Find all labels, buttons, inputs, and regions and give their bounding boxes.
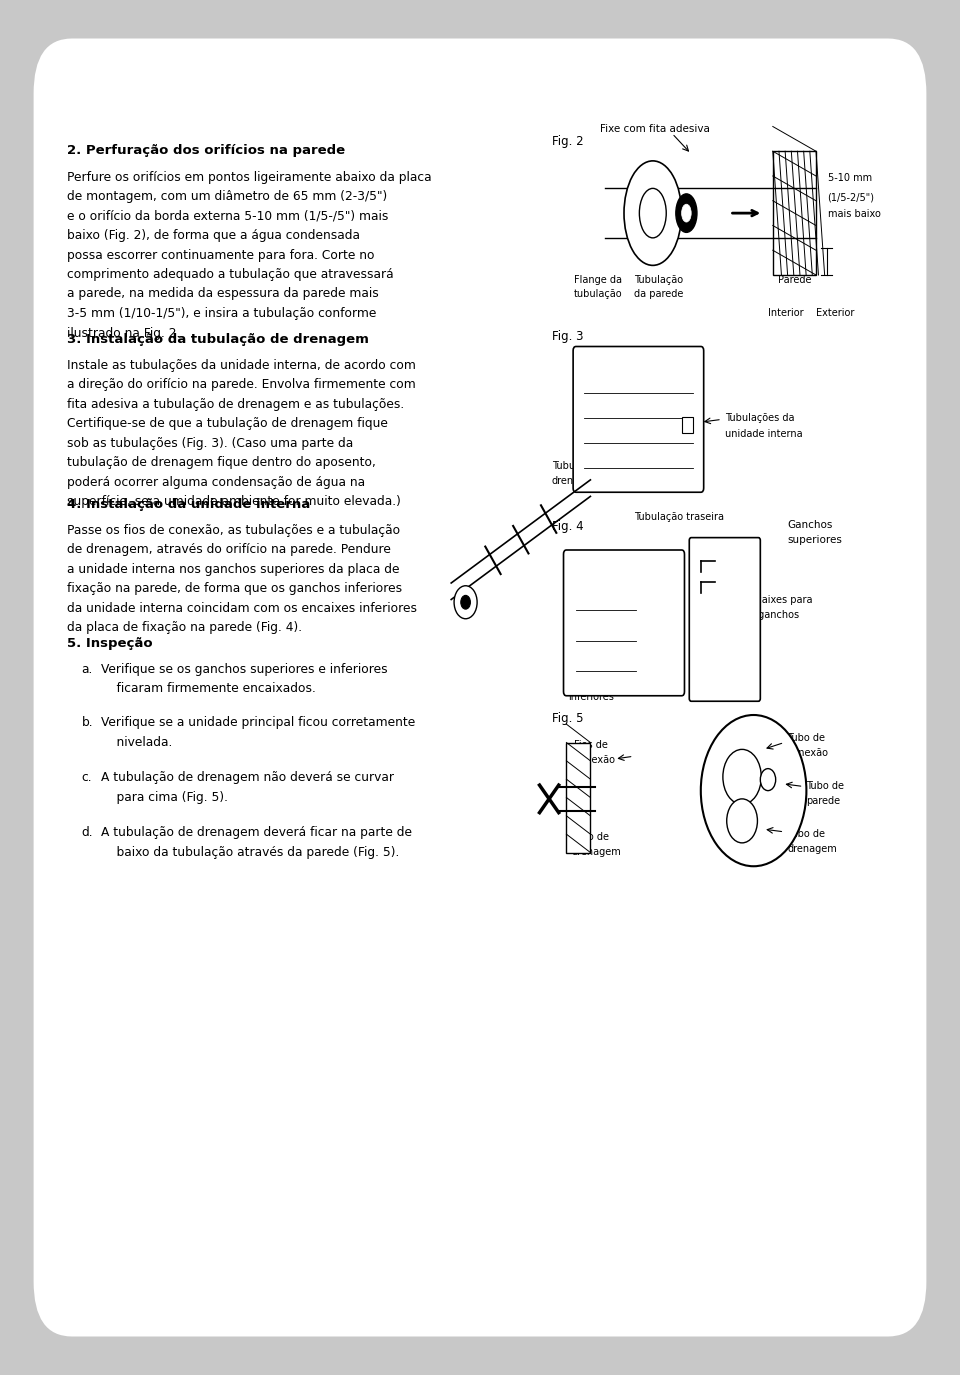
- Text: inferiores: inferiores: [568, 692, 614, 701]
- Circle shape: [760, 769, 776, 791]
- Circle shape: [454, 586, 477, 619]
- Text: Verifique se os ganchos superiores e inferiores
    ficaram firmemente encaixado: Verifique se os ganchos superiores e inf…: [101, 663, 388, 696]
- Text: drenagem: drenagem: [571, 847, 621, 857]
- Text: Perfure os orifícios em pontos ligeiramente abaixo da placa
de montagem, com um : Perfure os orifícios em pontos ligeirame…: [67, 170, 432, 340]
- Text: drenagem: drenagem: [552, 476, 602, 485]
- Text: Tubo de: Tubo de: [787, 733, 826, 742]
- Text: tubulação: tubulação: [574, 289, 623, 298]
- Text: c.: c.: [82, 771, 92, 784]
- Text: Encaixes para: Encaixes para: [744, 595, 812, 605]
- Text: Fig. 5: Fig. 5: [552, 712, 584, 725]
- FancyBboxPatch shape: [573, 346, 704, 492]
- Circle shape: [727, 799, 757, 843]
- Text: d.: d.: [82, 826, 93, 839]
- FancyBboxPatch shape: [689, 538, 760, 701]
- Text: Instale as tubulações da unidade interna, de acordo com
a direção do orifício na: Instale as tubulações da unidade interna…: [67, 359, 416, 509]
- Bar: [773, 151, 816, 275]
- Text: Parede: Parede: [778, 275, 811, 285]
- Text: Fios de: Fios de: [574, 740, 608, 749]
- Text: A tubulação de drenagem deverá ficar na parte de
    baixo da tubulação através : A tubulação de drenagem deverá ficar na …: [101, 826, 412, 859]
- Text: 5-10 mm: 5-10 mm: [828, 173, 872, 183]
- Text: da parede: da parede: [634, 289, 683, 298]
- Text: a.: a.: [82, 663, 93, 675]
- Text: Passe os fios de conexão, as tubulações e a tubulação
de drenagem, através do or: Passe os fios de conexão, as tubulações …: [67, 524, 418, 634]
- Text: mais baixo: mais baixo: [828, 209, 880, 219]
- Text: 2. Perfuração dos orifícios na parede: 2. Perfuração dos orifícios na parede: [67, 144, 346, 157]
- Text: b.: b.: [82, 716, 93, 729]
- Text: Fixe com fita adesiva: Fixe com fita adesiva: [600, 124, 709, 133]
- Text: (1/5-2/5"): (1/5-2/5"): [828, 193, 875, 202]
- Text: Interior: Interior: [768, 308, 804, 318]
- Text: Fig. 3: Fig. 3: [552, 330, 584, 342]
- Bar: [566, 742, 590, 852]
- Text: Tubulações da: Tubulações da: [725, 412, 794, 422]
- Text: Exterior: Exterior: [816, 308, 854, 318]
- Text: unidade interna: unidade interna: [725, 429, 803, 439]
- Text: Tubulação de: Tubulação de: [552, 461, 616, 470]
- Text: conexão: conexão: [787, 748, 828, 758]
- Text: Fig. 4: Fig. 4: [552, 520, 584, 532]
- Text: Fig. 2: Fig. 2: [552, 135, 584, 147]
- Ellipse shape: [682, 204, 691, 221]
- Bar: [682, 417, 693, 433]
- Text: Ganchos: Ganchos: [787, 520, 832, 529]
- Text: drenagem: drenagem: [787, 844, 837, 854]
- FancyBboxPatch shape: [564, 550, 684, 696]
- Text: A tubulação de drenagem não deverá se curvar
    para cima (Fig. 5).: A tubulação de drenagem não deverá se cu…: [101, 771, 394, 804]
- Text: Tubulação: Tubulação: [634, 275, 683, 285]
- Text: Verifique se a unidade principal ficou corretamente
    nivelada.: Verifique se a unidade principal ficou c…: [101, 716, 415, 749]
- Circle shape: [723, 749, 761, 804]
- Ellipse shape: [676, 194, 697, 232]
- Text: os ganchos: os ganchos: [744, 610, 799, 620]
- Circle shape: [701, 715, 806, 866]
- Text: Flange da: Flange da: [574, 275, 622, 285]
- Text: 4. Instalação da unidade interna: 4. Instalação da unidade interna: [67, 498, 310, 510]
- Text: 3. Instalação da tubulação de drenagem: 3. Instalação da tubulação de drenagem: [67, 333, 369, 345]
- Text: parede: parede: [806, 796, 841, 806]
- Text: Ganchos: Ganchos: [568, 676, 611, 686]
- Text: superiores: superiores: [787, 535, 842, 544]
- Ellipse shape: [639, 188, 666, 238]
- Text: Tubulação traseira: Tubulação traseira: [634, 512, 724, 521]
- Ellipse shape: [624, 161, 682, 265]
- Text: Tubo de: Tubo de: [787, 829, 826, 839]
- Text: conexão: conexão: [574, 755, 615, 765]
- Text: Tubo de: Tubo de: [806, 781, 845, 791]
- Text: 5. Inspeção: 5. Inspeção: [67, 637, 153, 649]
- Text: Tubo de: Tubo de: [571, 832, 610, 842]
- Circle shape: [461, 595, 470, 609]
- FancyBboxPatch shape: [34, 38, 926, 1336]
